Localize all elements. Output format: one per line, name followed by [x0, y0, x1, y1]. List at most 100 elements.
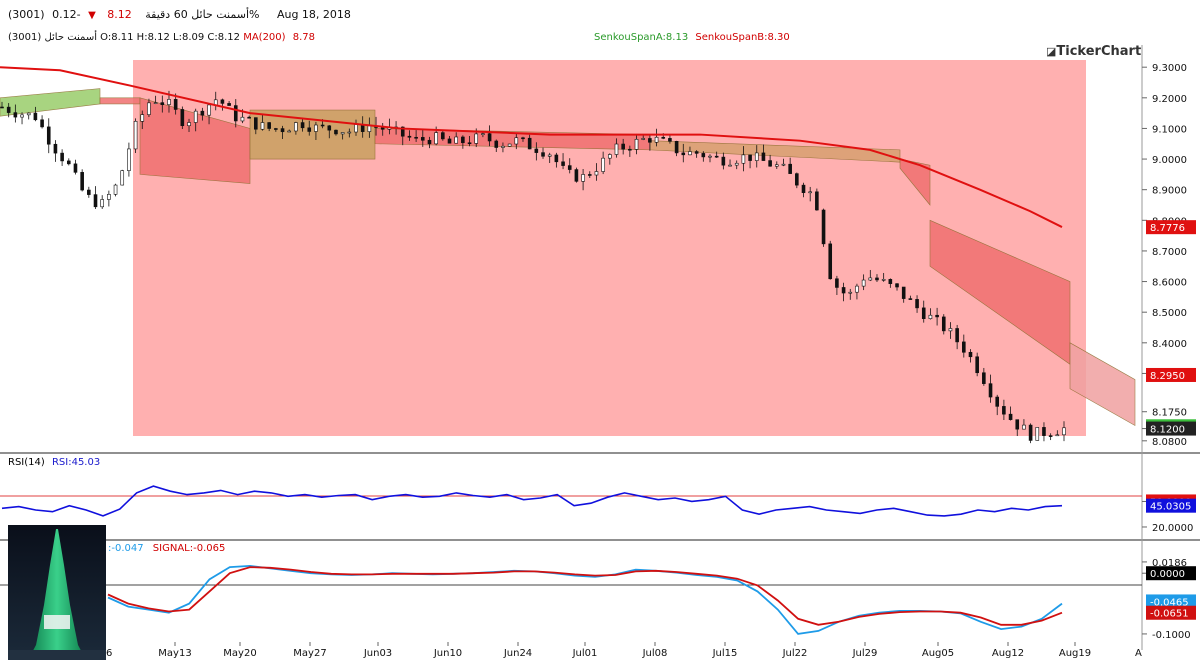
candle-body [808, 191, 812, 194]
candle-body [768, 160, 772, 167]
ma-label: MA(200) [243, 32, 286, 43]
timeframe-label: 60 دقيقة [145, 8, 188, 21]
candle-body [708, 155, 712, 158]
candle-body [127, 148, 131, 171]
candle-body [120, 170, 125, 186]
candle-body [941, 316, 946, 332]
macd-value-tag [1146, 594, 1196, 609]
senkou-legend: SenkouSpanA:8.13 SenkouSpanB:8.30 [594, 32, 790, 43]
x-tick-label: A [1135, 648, 1142, 659]
candle-body [40, 119, 44, 128]
signal-label: SIGNAL:-0.065 [152, 543, 226, 554]
candle-body [420, 137, 425, 141]
tower-photo [8, 525, 106, 660]
candle-body [447, 138, 452, 144]
candle-body [908, 298, 913, 300]
candle-body [701, 153, 706, 158]
candle-body [688, 151, 692, 156]
candle-body [294, 122, 298, 132]
candle-body [347, 131, 352, 134]
candle-body [848, 291, 853, 294]
ohlc-symbol: (3001) أسمنت حائل [8, 32, 97, 43]
candle-body [400, 126, 405, 137]
price-tick-label: 8.1750 [1152, 408, 1187, 419]
candle-body [287, 130, 292, 133]
candle-body [668, 138, 672, 142]
candle-body [801, 184, 806, 193]
price-label: 8.12 [107, 8, 132, 21]
candle-body [521, 137, 525, 140]
price-axis-ticks: 9.30009.20009.10009.00008.90008.80008.70… [1142, 63, 1187, 448]
ma200-line [0, 66, 1063, 228]
candle-body [741, 154, 746, 164]
price-tick-label: 9.2000 [1152, 94, 1187, 105]
x-tick-label: Jul15 [712, 648, 738, 659]
candle-body [855, 285, 859, 293]
candle-body [80, 172, 84, 191]
candle-body [795, 173, 799, 186]
senkou-a-label: SenkouSpanA:8.13 [594, 32, 689, 43]
candle-body [73, 163, 78, 173]
candle-body [1022, 424, 1026, 430]
candle-body [467, 142, 472, 145]
candle-body [487, 133, 492, 142]
candle-body [1002, 406, 1006, 415]
x-tick-label: Aug05 [922, 648, 954, 659]
logo-text: TickerChart [1056, 44, 1142, 59]
date-label: Aug 18, 2018 [276, 8, 351, 21]
candle-body [721, 156, 726, 166]
x-tick-label: Jun03 [363, 648, 392, 659]
candle-body [180, 109, 185, 127]
candle-body [754, 152, 759, 161]
candle-body [1048, 435, 1053, 437]
candle-body [454, 136, 458, 144]
chart-title-bar: (3001) أسمنت حائل 60 دقيقة 8.12 ▼ -0.12%… [8, 8, 351, 21]
candle-body [407, 135, 412, 138]
candle-body [481, 133, 485, 135]
price-tick-label: 8.6000 [1152, 278, 1187, 289]
candle-body [13, 112, 18, 118]
candle-body [307, 127, 312, 132]
candle-body [995, 396, 1000, 407]
price-tick-label: 9.0000 [1152, 155, 1187, 166]
candle-body [200, 110, 205, 116]
candle-body [835, 278, 839, 288]
candle-body [327, 125, 332, 131]
candle-body [33, 112, 38, 121]
candle-body [648, 138, 652, 143]
candle-body [694, 151, 699, 154]
x-tick-label: Aug19 [1059, 648, 1091, 659]
candle-body [494, 140, 499, 148]
price-tick-label: 8.7000 [1152, 247, 1187, 258]
candle-body [901, 286, 906, 299]
candle-body [868, 277, 873, 281]
candle-body [46, 126, 51, 145]
candle-body [274, 128, 278, 130]
candle-body [20, 114, 24, 118]
x-axis-ticks: 6 May13 May20 May27 Jun03 Jun10 Jun24 Jul01 Jul0… [106, 642, 1142, 659]
rsi-legend: RSI(14) RSI:45.03 [8, 457, 100, 468]
macd-legend: :-0.047 SIGNAL:-0.065 [108, 543, 225, 554]
candle-body [1055, 434, 1060, 437]
x-tick-label: Aug12 [992, 648, 1024, 659]
x-tick-label: Jul29 [852, 648, 878, 659]
candle-body [774, 164, 779, 167]
candle-body [621, 143, 625, 150]
candle-body [527, 137, 532, 150]
candle-body [260, 122, 265, 130]
candle-body [1062, 427, 1066, 436]
candle-body [254, 117, 258, 130]
ohlc-bar: (3001) أسمنت حائل O:8.11 H:8.12 L:8.09 C… [8, 32, 315, 43]
macd-line [107, 564, 1063, 635]
logo-icon: ◪ [1046, 45, 1057, 58]
x-tick-label: Jul22 [782, 648, 808, 659]
macd-value-tag [1146, 605, 1196, 620]
price-tag-label: 8.1200 [1150, 425, 1185, 436]
candle-body [948, 328, 953, 332]
candle-body [474, 133, 479, 144]
price-tick-label: 8.4000 [1152, 339, 1187, 350]
candle-body [761, 152, 766, 161]
candle-body [541, 152, 545, 157]
